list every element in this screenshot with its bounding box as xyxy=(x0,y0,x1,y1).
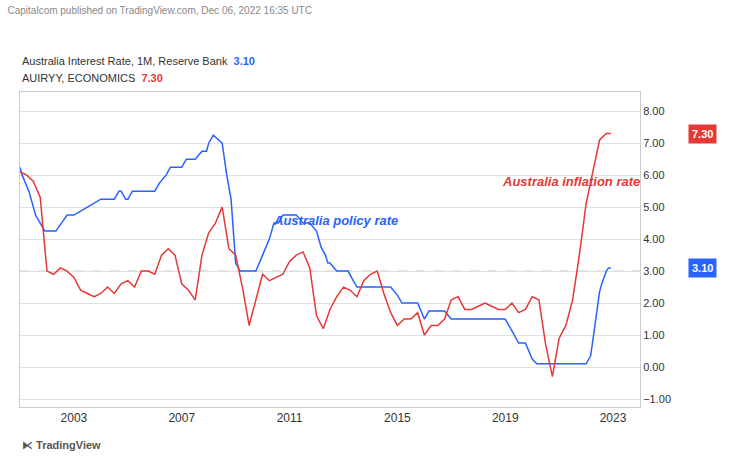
svg-text:7.30: 7.30 xyxy=(692,128,713,140)
svg-text:6.00: 6.00 xyxy=(643,169,664,181)
svg-text:3.00: 3.00 xyxy=(643,265,664,277)
svg-text:1.00: 1.00 xyxy=(643,329,664,341)
svg-text:2019: 2019 xyxy=(492,411,519,425)
svg-text:2003: 2003 xyxy=(61,411,88,425)
svg-text:Australia Interest Rate, 1M, R: Australia Interest Rate, 1M, Reserve Ban… xyxy=(22,55,255,67)
svg-text:−1.00: −1.00 xyxy=(643,393,671,405)
svg-text:2023: 2023 xyxy=(600,411,627,425)
svg-text:AUIRYY, ECONOMICS 7.30: AUIRYY, ECONOMICS 7.30 xyxy=(22,72,163,84)
svg-text:8.00: 8.00 xyxy=(643,105,664,117)
svg-text:5.00: 5.00 xyxy=(643,201,664,213)
svg-text:⧔ TradingView: ⧔ TradingView xyxy=(22,439,101,451)
svg-text:2011: 2011 xyxy=(277,411,303,425)
svg-text:4.00: 4.00 xyxy=(643,233,664,245)
svg-text:0.00: 0.00 xyxy=(643,361,664,373)
svg-text:Australia inflation rate: Australia inflation rate xyxy=(502,174,640,189)
svg-text:2015: 2015 xyxy=(384,411,411,425)
svg-text:3.10: 3.10 xyxy=(692,262,713,274)
svg-text:Capitalcom published on Tradin: Capitalcom published on TradingView.com,… xyxy=(8,5,312,16)
svg-text:2.00: 2.00 xyxy=(643,297,664,309)
svg-text:Australia policy rate: Australia policy rate xyxy=(273,213,398,228)
svg-text:7.00: 7.00 xyxy=(643,137,664,149)
svg-text:2007: 2007 xyxy=(168,411,195,425)
